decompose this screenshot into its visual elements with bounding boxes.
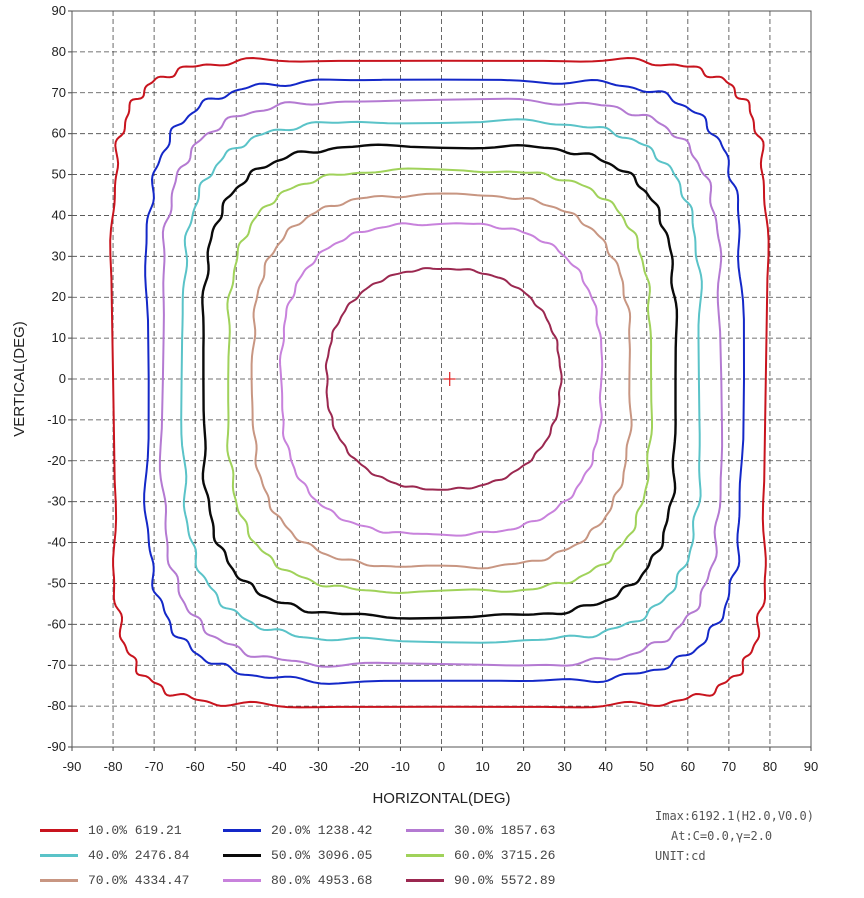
x-tick-label: 70 bbox=[722, 759, 736, 774]
y-tick-label: 30 bbox=[52, 248, 66, 263]
legend-label: 80.0% 4953.68 bbox=[271, 872, 373, 888]
legend-swatch bbox=[223, 878, 261, 882]
x-tick-label: -60 bbox=[186, 759, 205, 774]
imax-text: Imax:6192.1(H2.0,V0.0) bbox=[655, 809, 814, 823]
legend-item: 60.0% 3715.26 bbox=[406, 845, 555, 865]
y-tick-label: -70 bbox=[47, 657, 66, 672]
x-tick-label: -90 bbox=[63, 759, 82, 774]
y-tick-label: -30 bbox=[47, 494, 66, 509]
contour-series bbox=[109, 56, 770, 709]
contour-60-percent bbox=[226, 167, 653, 595]
x-tick-label: 60 bbox=[681, 759, 695, 774]
contour-30-percent bbox=[158, 97, 724, 668]
legend-swatch bbox=[406, 853, 444, 857]
legend-item: 10.0% 619.21 bbox=[40, 820, 182, 840]
legend-swatch bbox=[40, 878, 78, 882]
contour-70-percent bbox=[250, 192, 633, 570]
x-axis-title: HORIZONTAL(DEG) bbox=[372, 790, 510, 807]
x-tick-label: 20 bbox=[516, 759, 530, 774]
legend-swatch bbox=[406, 878, 444, 882]
y-tick-label: 80 bbox=[52, 44, 66, 59]
legend-label: 90.0% 5572.89 bbox=[454, 872, 556, 888]
legend-swatch bbox=[40, 853, 78, 857]
y-tick-label: 20 bbox=[52, 289, 66, 304]
y-tick-label: 10 bbox=[52, 330, 66, 345]
legend-swatch bbox=[40, 828, 78, 832]
y-axis-title: VERTICAL(DEG) bbox=[11, 321, 28, 437]
legend-item: 50.0% 3096.05 bbox=[223, 845, 372, 865]
legend-item: 30.0% 1857.63 bbox=[406, 820, 555, 840]
legend-item: 20.0% 1238.42 bbox=[223, 820, 372, 840]
max-intensity-marker bbox=[443, 372, 456, 386]
y-tick-label: -80 bbox=[47, 698, 66, 713]
legend-swatch bbox=[406, 828, 444, 832]
contour-20-percent bbox=[143, 78, 745, 685]
x-tick-label: 90 bbox=[804, 759, 818, 774]
x-tick-label: -70 bbox=[145, 759, 164, 774]
contour-90-percent bbox=[324, 267, 563, 491]
y-tick-label: -90 bbox=[47, 739, 66, 754]
y-tick-label: -10 bbox=[47, 412, 66, 427]
legend-swatch bbox=[223, 853, 261, 857]
x-tick-label: 40 bbox=[598, 759, 612, 774]
x-tick-label: 0 bbox=[438, 759, 445, 774]
y-tick-label: 40 bbox=[52, 207, 66, 222]
grid-lines bbox=[68, 10, 812, 751]
legend-item: 80.0% 4953.68 bbox=[223, 870, 372, 890]
y-tick-label: -50 bbox=[47, 575, 66, 590]
legend-label: 70.0% 4334.47 bbox=[88, 872, 190, 888]
y-tick-label: 0 bbox=[59, 371, 66, 386]
y-tick-label: -60 bbox=[47, 616, 66, 631]
legend-label: 50.0% 3096.05 bbox=[271, 847, 373, 863]
legend-label: 10.0% 619.21 bbox=[88, 822, 182, 838]
unit-text: UNIT:cd bbox=[655, 849, 706, 863]
x-tick-label: 30 bbox=[557, 759, 571, 774]
legend-label: 40.0% 2476.84 bbox=[88, 847, 190, 863]
y-tick-label: 90 bbox=[52, 3, 66, 18]
x-tick-label: -30 bbox=[309, 759, 328, 774]
contour-50-percent bbox=[201, 143, 679, 620]
contour-80-percent bbox=[278, 222, 604, 537]
legend-item: 70.0% 4334.47 bbox=[40, 870, 189, 890]
at-text: At:C=0.0,γ=2.0 bbox=[671, 829, 773, 843]
x-tick-label: -40 bbox=[268, 759, 287, 774]
tick-labels: -90 -80 -70 -60 -50 -40 -30 -20 -10 0 10 20 30 40 50 60… bbox=[47, 3, 818, 774]
y-tick-label: 60 bbox=[52, 126, 66, 141]
legend-label: 60.0% 3715.26 bbox=[454, 847, 556, 863]
y-tick-label: 70 bbox=[52, 85, 66, 100]
legend-item: 90.0% 5572.89 bbox=[406, 870, 555, 890]
y-tick-label: -20 bbox=[47, 453, 66, 468]
legend-label: 30.0% 1857.63 bbox=[454, 822, 556, 838]
x-tick-label: 80 bbox=[763, 759, 777, 774]
y-tick-label: 50 bbox=[52, 167, 66, 182]
legend-swatch bbox=[223, 828, 261, 832]
x-tick-label: -10 bbox=[391, 759, 410, 774]
x-tick-label: -20 bbox=[350, 759, 369, 774]
legend-label: 20.0% 1238.42 bbox=[271, 822, 373, 838]
contour-chart: -90 -80 -70 -60 -50 -40 -30 -20 -10 0 10 20 30 40 50 60… bbox=[11, 3, 818, 807]
y-tick-label: -40 bbox=[47, 535, 66, 550]
x-tick-label: -50 bbox=[227, 759, 246, 774]
plot-frame bbox=[71, 10, 812, 748]
contour-10-percent bbox=[109, 56, 770, 709]
info-panel: Imax:6192.1(H2.0,V0.0) At:C=0.0,γ=2.0 UN… bbox=[655, 806, 814, 866]
x-tick-label: 10 bbox=[475, 759, 489, 774]
x-tick-label: -80 bbox=[104, 759, 123, 774]
legend-item: 40.0% 2476.84 bbox=[40, 845, 189, 865]
x-tick-label: 50 bbox=[640, 759, 654, 774]
contour-40-percent bbox=[180, 118, 703, 644]
